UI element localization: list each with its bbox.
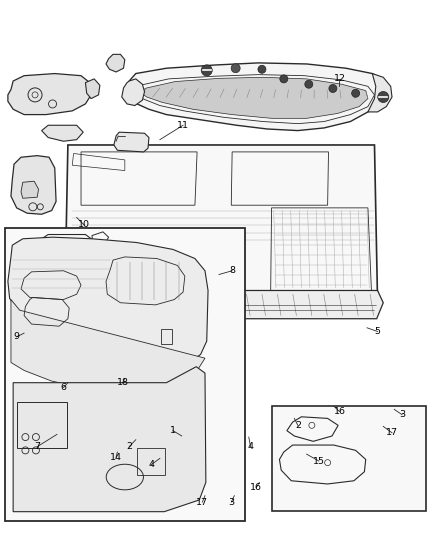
Polygon shape xyxy=(85,79,100,99)
Text: 12: 12 xyxy=(333,75,346,83)
Polygon shape xyxy=(127,63,385,131)
Text: 17: 17 xyxy=(386,429,398,437)
Polygon shape xyxy=(5,228,245,521)
Polygon shape xyxy=(272,406,426,511)
Text: 10: 10 xyxy=(78,221,90,229)
Text: 15: 15 xyxy=(313,457,325,465)
Polygon shape xyxy=(106,54,125,72)
Text: 5: 5 xyxy=(374,327,381,336)
Polygon shape xyxy=(65,290,383,319)
Circle shape xyxy=(352,89,360,98)
Text: 16: 16 xyxy=(250,483,262,492)
Text: 2: 2 xyxy=(126,442,132,451)
Polygon shape xyxy=(8,74,91,115)
Circle shape xyxy=(280,75,288,83)
Text: 2: 2 xyxy=(295,421,301,430)
Circle shape xyxy=(231,64,240,72)
Text: 7: 7 xyxy=(34,442,40,451)
Text: 4: 4 xyxy=(247,442,254,451)
Text: 3: 3 xyxy=(228,498,234,506)
Text: 11: 11 xyxy=(177,121,189,130)
Bar xyxy=(17,402,67,448)
Polygon shape xyxy=(114,132,149,152)
Text: 14: 14 xyxy=(110,453,122,462)
Polygon shape xyxy=(11,300,205,390)
Circle shape xyxy=(378,92,389,102)
Text: 9: 9 xyxy=(14,333,20,341)
Circle shape xyxy=(329,84,337,93)
Polygon shape xyxy=(139,77,368,118)
Text: 16: 16 xyxy=(333,407,346,416)
Polygon shape xyxy=(368,74,392,112)
Bar xyxy=(161,329,172,344)
Polygon shape xyxy=(13,367,206,512)
Text: 8: 8 xyxy=(229,266,235,275)
Text: 6: 6 xyxy=(60,383,67,392)
Text: 3: 3 xyxy=(399,410,405,419)
Text: 17: 17 xyxy=(196,498,208,506)
Polygon shape xyxy=(122,79,145,106)
Text: 18: 18 xyxy=(117,378,129,387)
Circle shape xyxy=(305,80,313,88)
Circle shape xyxy=(201,65,212,76)
Circle shape xyxy=(258,65,266,74)
Text: 1: 1 xyxy=(170,426,176,435)
Polygon shape xyxy=(42,125,83,141)
Polygon shape xyxy=(21,181,39,198)
Polygon shape xyxy=(65,145,378,301)
Bar xyxy=(137,448,165,475)
Text: 4: 4 xyxy=(148,461,154,469)
Polygon shape xyxy=(8,237,208,365)
Polygon shape xyxy=(11,156,56,214)
